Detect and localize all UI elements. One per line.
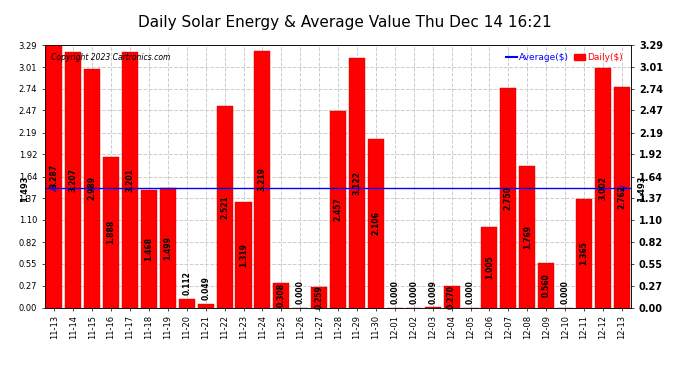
Text: 1.888: 1.888: [106, 220, 115, 244]
Bar: [179, 298, 195, 307]
Text: 3.207: 3.207: [69, 168, 78, 192]
Text: Copyright 2023 Cartronics.com: Copyright 2023 Cartronics.com: [51, 53, 170, 62]
Bar: [46, 45, 62, 308]
Text: Daily Solar Energy & Average Value Thu Dec 14 16:21: Daily Solar Energy & Average Value Thu D…: [138, 15, 552, 30]
Text: 1.493: 1.493: [19, 175, 29, 202]
Bar: [595, 68, 611, 308]
Text: 0.560: 0.560: [542, 273, 551, 297]
Text: 2.106: 2.106: [371, 211, 380, 236]
Text: 0.049: 0.049: [201, 276, 210, 300]
Text: 1.005: 1.005: [485, 255, 494, 279]
Bar: [84, 69, 100, 308]
Text: 1.365: 1.365: [580, 241, 589, 265]
Bar: [424, 307, 441, 308]
Bar: [103, 157, 119, 308]
Bar: [235, 202, 252, 308]
Bar: [538, 263, 554, 308]
Text: 1.468: 1.468: [144, 237, 153, 261]
Text: 0.000: 0.000: [391, 280, 400, 304]
Bar: [273, 283, 289, 308]
Bar: [368, 140, 384, 308]
Bar: [576, 199, 592, 308]
Text: 1.769: 1.769: [523, 225, 532, 249]
Bar: [65, 52, 81, 308]
Text: 3.122: 3.122: [353, 171, 362, 195]
Bar: [160, 188, 176, 308]
Bar: [520, 166, 535, 308]
Text: 2.989: 2.989: [88, 176, 97, 200]
Text: 0.259: 0.259: [315, 285, 324, 309]
Bar: [311, 287, 327, 308]
Bar: [122, 52, 138, 308]
Text: 0.000: 0.000: [561, 280, 570, 304]
Text: 1.319: 1.319: [239, 243, 248, 267]
Text: 0.009: 0.009: [428, 280, 437, 304]
Bar: [349, 58, 365, 308]
Text: 2.750: 2.750: [504, 186, 513, 210]
Bar: [217, 106, 233, 308]
Text: 2.457: 2.457: [333, 198, 343, 221]
Bar: [500, 88, 516, 308]
Bar: [197, 304, 214, 307]
Bar: [330, 111, 346, 308]
Text: 0.000: 0.000: [296, 280, 305, 304]
Text: 2.521: 2.521: [220, 195, 229, 219]
Legend: Average($), Daily($): Average($), Daily($): [502, 50, 627, 66]
Bar: [614, 87, 630, 308]
Bar: [482, 227, 497, 308]
Text: 3.201: 3.201: [126, 168, 135, 192]
Text: 3.002: 3.002: [598, 176, 607, 200]
Bar: [444, 286, 460, 308]
Bar: [255, 51, 270, 308]
Text: 0.270: 0.270: [447, 285, 456, 309]
Text: 3.219: 3.219: [258, 167, 267, 191]
Bar: [141, 190, 157, 308]
Text: 2.762: 2.762: [618, 185, 627, 209]
Text: 3.287: 3.287: [50, 164, 59, 188]
Text: 0.308: 0.308: [277, 283, 286, 307]
Text: 0.112: 0.112: [182, 272, 191, 296]
Text: 1.499: 1.499: [164, 236, 172, 260]
Text: 0.000: 0.000: [409, 280, 418, 304]
Text: 0.000: 0.000: [466, 280, 475, 304]
Text: 1.493: 1.493: [637, 175, 647, 202]
